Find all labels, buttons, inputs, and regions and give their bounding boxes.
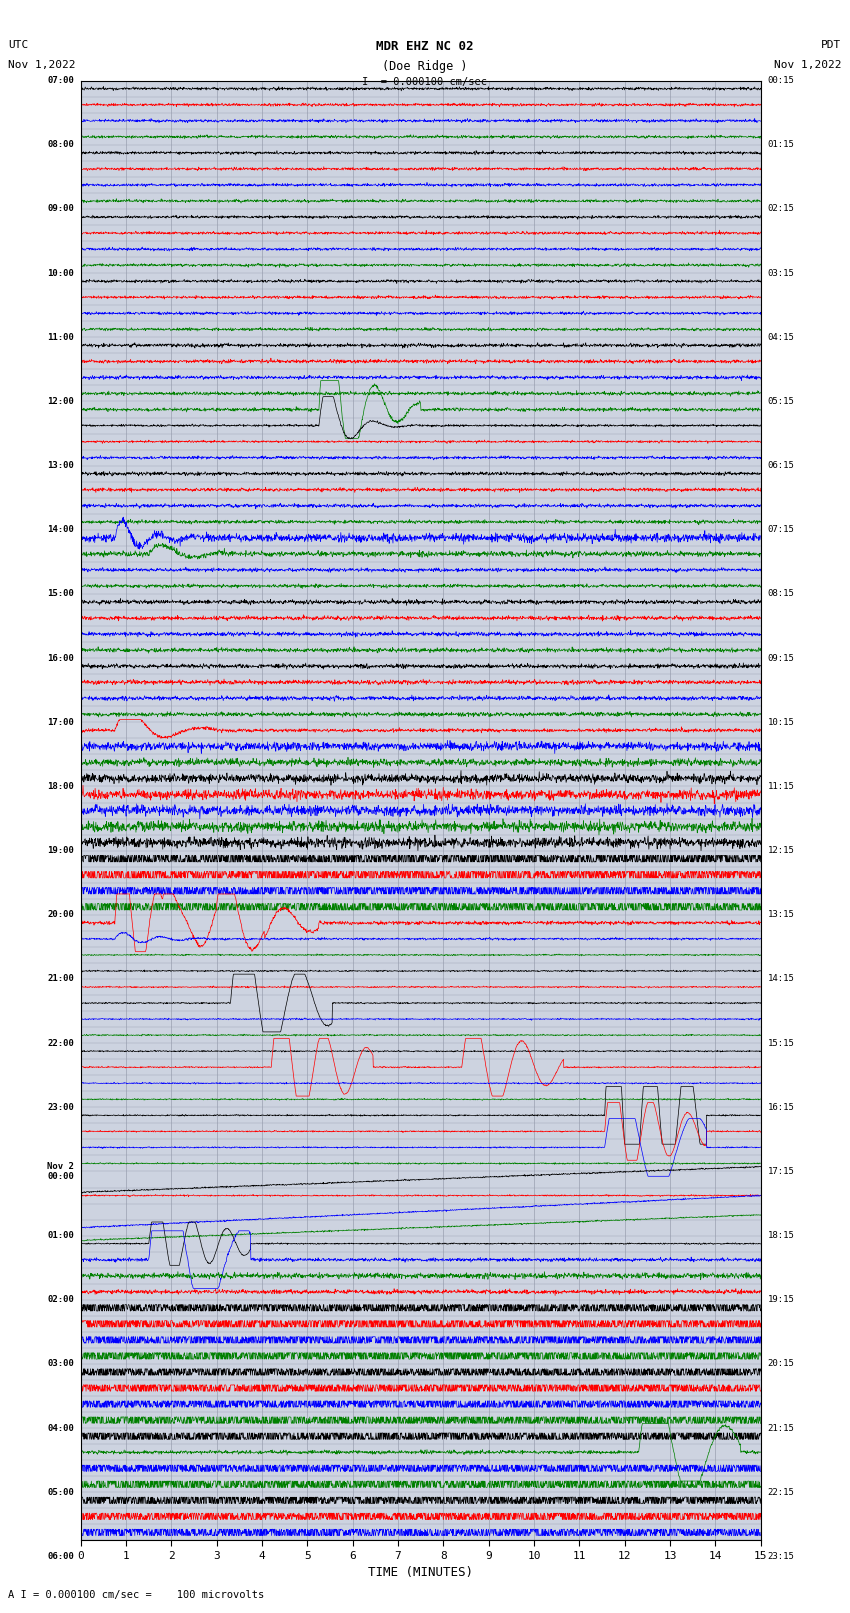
Text: (Doe Ridge ): (Doe Ridge ) xyxy=(382,60,468,73)
Text: 14:15: 14:15 xyxy=(768,974,795,984)
X-axis label: TIME (MINUTES): TIME (MINUTES) xyxy=(368,1566,473,1579)
Text: 15:15: 15:15 xyxy=(768,1039,795,1047)
Text: PDT: PDT xyxy=(821,40,842,50)
Text: 05:00: 05:00 xyxy=(47,1487,74,1497)
Text: 10:00: 10:00 xyxy=(47,269,74,277)
Text: 05:15: 05:15 xyxy=(768,397,795,406)
Text: 03:00: 03:00 xyxy=(47,1360,74,1368)
Text: 19:00: 19:00 xyxy=(47,847,74,855)
Text: 08:15: 08:15 xyxy=(768,589,795,598)
Text: 04:15: 04:15 xyxy=(768,332,795,342)
Text: Nov 2
00:00: Nov 2 00:00 xyxy=(47,1161,74,1181)
Text: 19:15: 19:15 xyxy=(768,1295,795,1305)
Text: 12:00: 12:00 xyxy=(47,397,74,406)
Text: 16:00: 16:00 xyxy=(47,653,74,663)
Text: UTC: UTC xyxy=(8,40,29,50)
Text: 22:00: 22:00 xyxy=(47,1039,74,1047)
Text: 20:00: 20:00 xyxy=(47,910,74,919)
Text: Nov 1,2022: Nov 1,2022 xyxy=(8,60,76,69)
Text: 23:00: 23:00 xyxy=(47,1103,74,1111)
Text: 08:00: 08:00 xyxy=(47,140,74,150)
Text: A I = 0.000100 cm/sec =    100 microvolts: A I = 0.000100 cm/sec = 100 microvolts xyxy=(8,1590,264,1600)
Text: 02:00: 02:00 xyxy=(47,1295,74,1305)
Text: 07:15: 07:15 xyxy=(768,526,795,534)
Text: 10:15: 10:15 xyxy=(768,718,795,727)
Text: 12:15: 12:15 xyxy=(768,847,795,855)
Text: I  = 0.000100 cm/sec: I = 0.000100 cm/sec xyxy=(362,77,488,87)
Text: 01:00: 01:00 xyxy=(47,1231,74,1240)
Text: MDR EHZ NC 02: MDR EHZ NC 02 xyxy=(377,40,473,53)
Text: 14:00: 14:00 xyxy=(47,526,74,534)
Text: 11:15: 11:15 xyxy=(768,782,795,790)
Text: Nov 1,2022: Nov 1,2022 xyxy=(774,60,842,69)
Text: 21:15: 21:15 xyxy=(768,1424,795,1432)
Text: 18:00: 18:00 xyxy=(47,782,74,790)
Text: 06:00: 06:00 xyxy=(47,1552,74,1561)
Text: 21:00: 21:00 xyxy=(47,974,74,984)
Text: 00:15: 00:15 xyxy=(768,76,795,85)
Text: 06:15: 06:15 xyxy=(768,461,795,469)
Text: 02:15: 02:15 xyxy=(768,205,795,213)
Text: 23:15: 23:15 xyxy=(768,1552,795,1561)
Text: 17:15: 17:15 xyxy=(768,1166,795,1176)
Text: 16:15: 16:15 xyxy=(768,1103,795,1111)
Text: 04:00: 04:00 xyxy=(47,1424,74,1432)
Text: 09:15: 09:15 xyxy=(768,653,795,663)
Text: 17:00: 17:00 xyxy=(47,718,74,727)
Text: 18:15: 18:15 xyxy=(768,1231,795,1240)
Text: 13:00: 13:00 xyxy=(47,461,74,469)
Text: 22:15: 22:15 xyxy=(768,1487,795,1497)
Text: 20:15: 20:15 xyxy=(768,1360,795,1368)
Text: 11:00: 11:00 xyxy=(47,332,74,342)
Text: 01:15: 01:15 xyxy=(768,140,795,150)
Text: 07:00: 07:00 xyxy=(47,76,74,85)
Text: 03:15: 03:15 xyxy=(768,269,795,277)
Text: 15:00: 15:00 xyxy=(47,589,74,598)
Text: 09:00: 09:00 xyxy=(47,205,74,213)
Text: 13:15: 13:15 xyxy=(768,910,795,919)
